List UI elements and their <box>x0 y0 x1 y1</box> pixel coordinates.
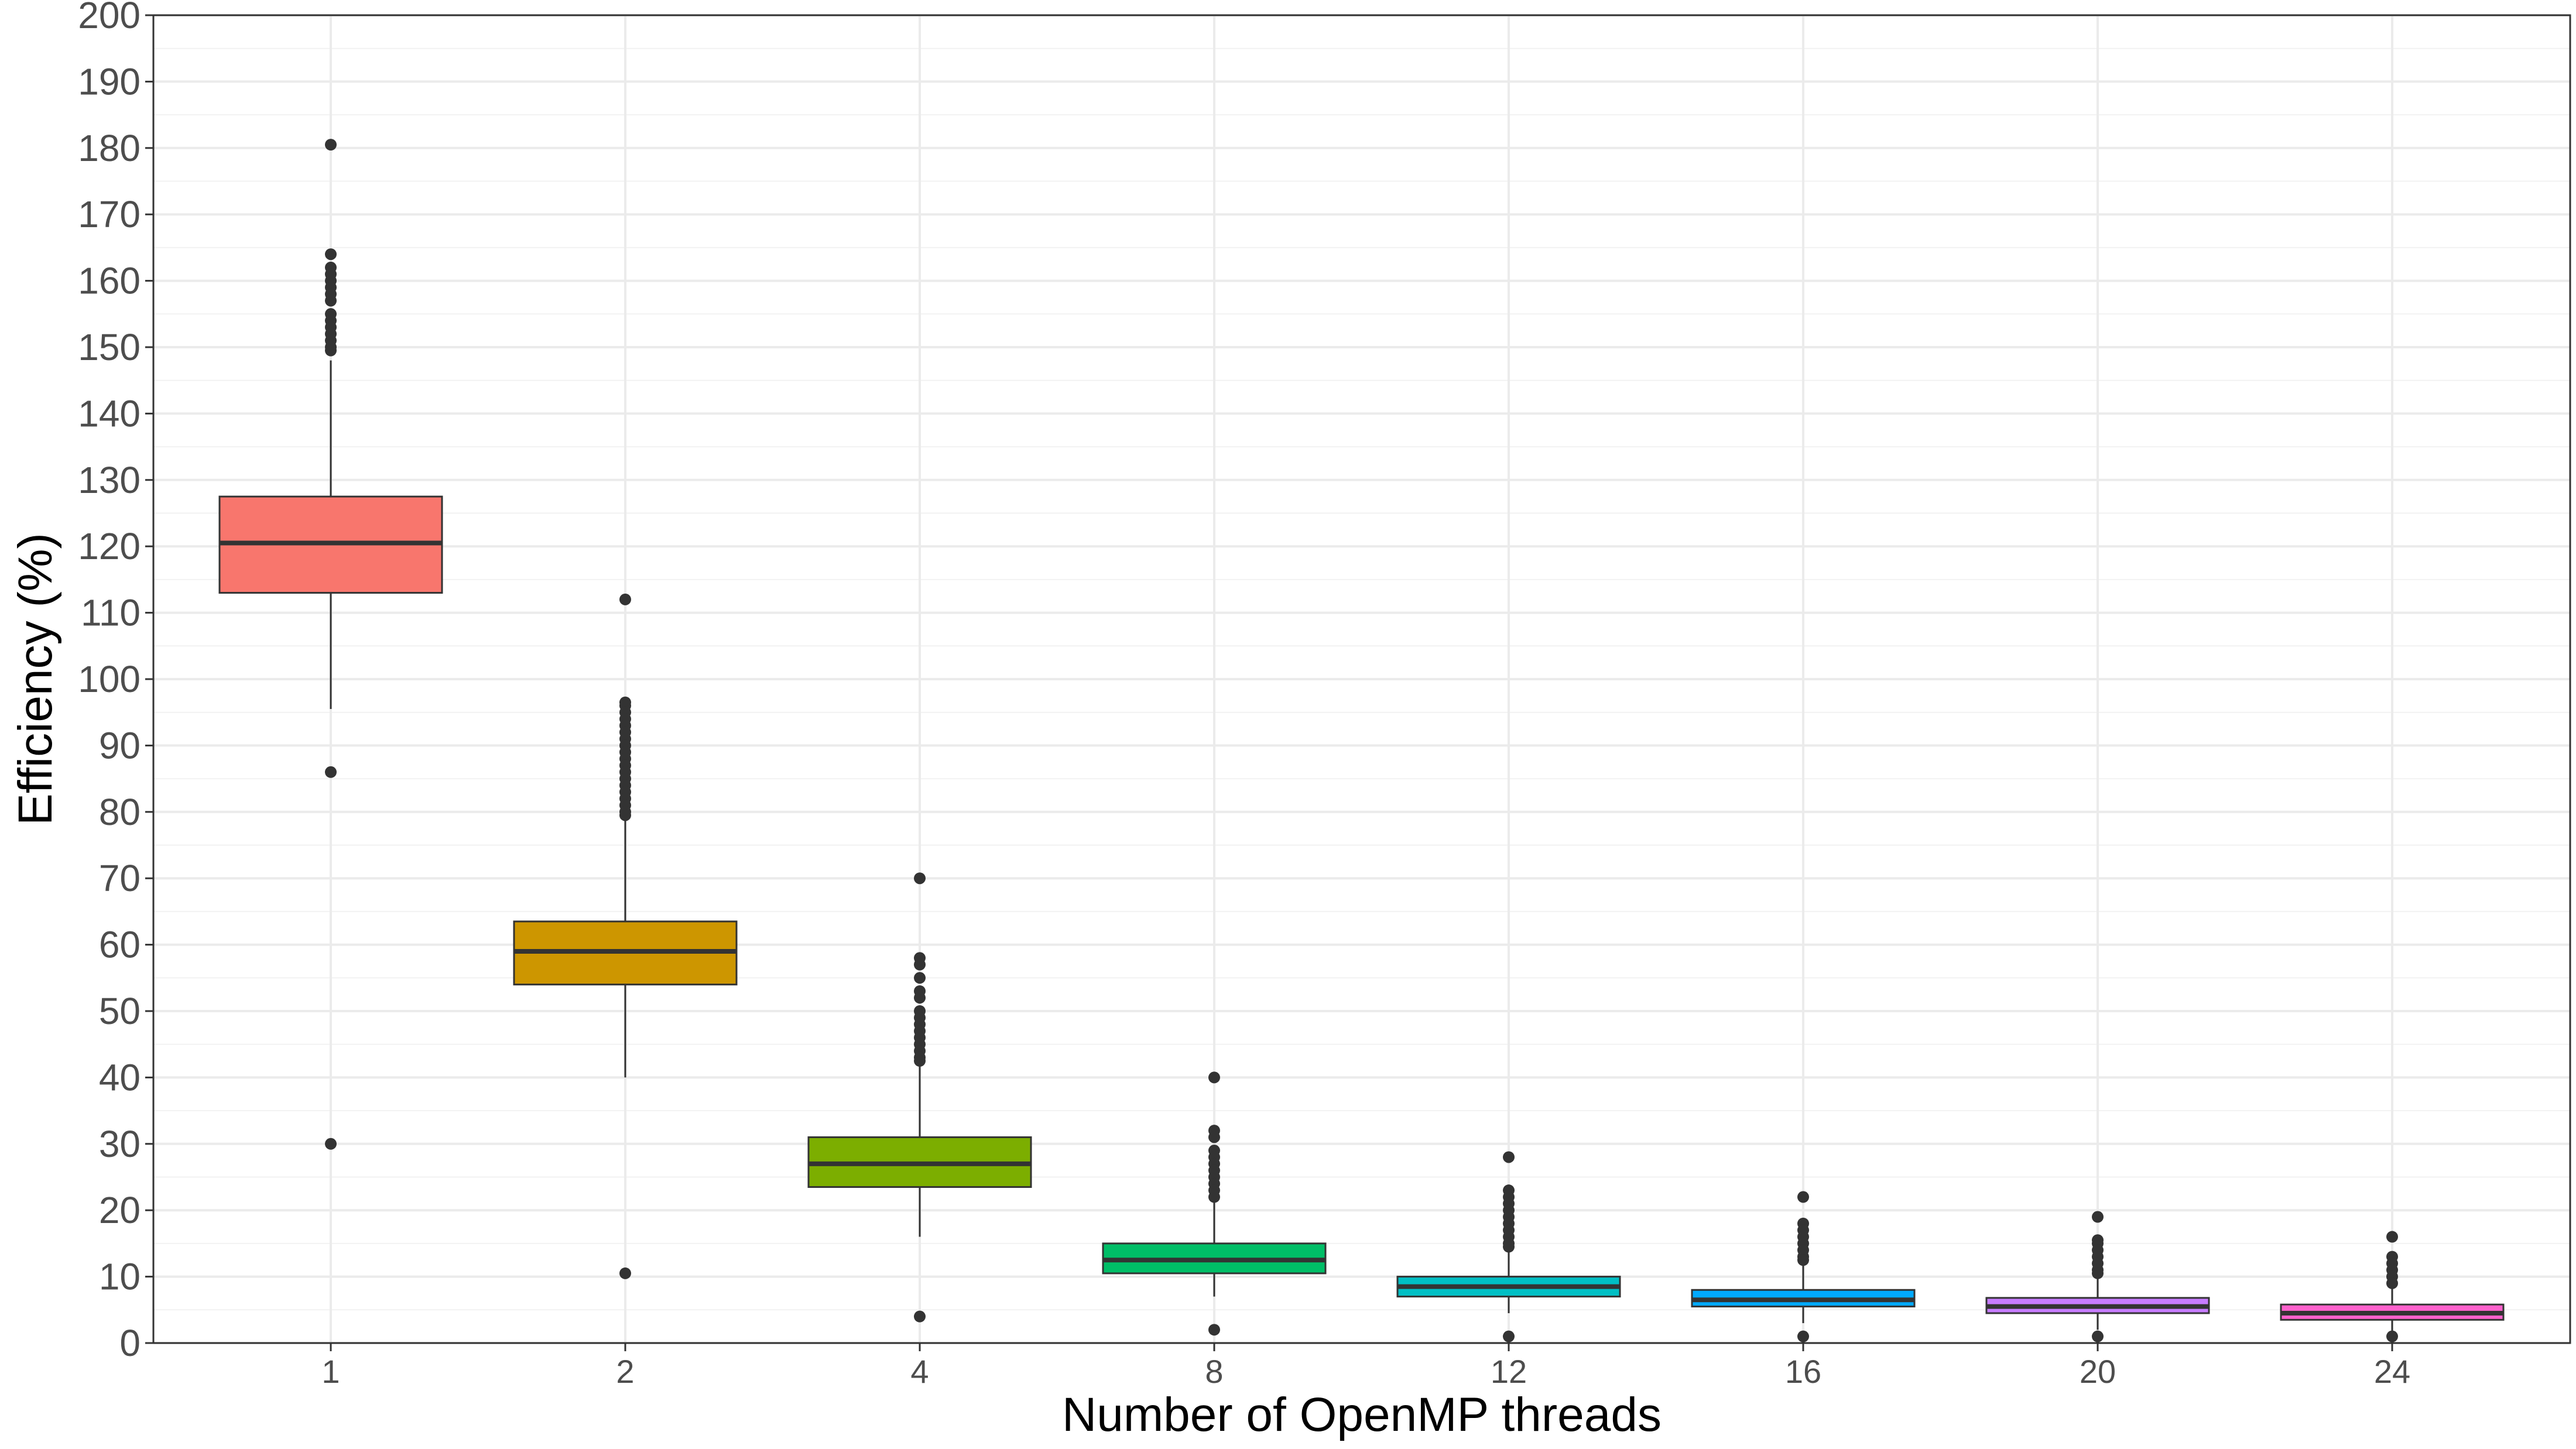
outlier-point <box>914 958 926 971</box>
outlier-point <box>2386 1330 2398 1342</box>
boxes <box>218 139 2505 1342</box>
outlier-point <box>914 1310 926 1323</box>
outlier-point <box>1208 1071 1220 1084</box>
y-tick-label: 70 <box>99 857 141 899</box>
y-tick-label: 20 <box>99 1189 141 1231</box>
outlier-point <box>619 593 631 605</box>
box-group-24 <box>2280 1231 2505 1342</box>
y-tick-label: 130 <box>78 459 141 501</box>
outlier-point <box>1797 1191 1809 1203</box>
x-tick-label: 12 <box>1491 1353 1527 1390</box>
outlier-point <box>1503 1330 1515 1342</box>
outlier-point <box>325 1138 337 1150</box>
outlier-point <box>1503 1151 1515 1163</box>
outlier-point <box>2092 1330 2104 1342</box>
box-group-12 <box>1396 1151 1621 1342</box>
x-tick-label: 20 <box>2080 1353 2116 1390</box>
outlier-point <box>914 872 926 885</box>
outlier-point <box>325 766 337 778</box>
x-axis-title: Number of OpenMP threads <box>1062 1388 1662 1441</box>
outlier-point <box>619 1267 631 1279</box>
outlier-point <box>2092 1267 2104 1279</box>
y-tick-label: 0 <box>119 1322 141 1364</box>
y-tick-label: 190 <box>78 60 141 102</box>
y-tick-label: 160 <box>78 260 141 302</box>
x-tick-label: 2 <box>616 1353 634 1390</box>
y-tick-label: 140 <box>78 392 141 434</box>
y-tick-label: 30 <box>99 1123 141 1165</box>
x-tick-label: 4 <box>910 1353 929 1390</box>
outlier-point <box>1797 1330 1809 1342</box>
y-tick-label: 200 <box>78 0 141 36</box>
y-tick-label: 120 <box>78 525 141 567</box>
y-tick-label: 170 <box>78 193 141 235</box>
y-tick-label: 80 <box>99 791 141 833</box>
outlier-point <box>325 344 337 357</box>
outlier-point <box>325 248 337 261</box>
outlier-point <box>2386 1231 2398 1243</box>
y-tick-label: 10 <box>99 1256 141 1298</box>
outlier-point <box>325 294 337 307</box>
outlier-point <box>1208 1191 1220 1203</box>
outlier-point <box>2092 1211 2104 1223</box>
outlier-point <box>619 809 631 821</box>
y-tick-label: 180 <box>78 127 141 169</box>
y-tick-label: 110 <box>81 592 141 634</box>
y-tick-label: 40 <box>99 1056 141 1098</box>
grid-lines <box>153 14 2570 1344</box>
outlier-point <box>1208 1324 1220 1336</box>
outlier-point <box>2386 1277 2398 1289</box>
outlier-point <box>914 1055 926 1067</box>
box-group-8 <box>1102 1071 1327 1336</box>
x-tick-label: 16 <box>1785 1353 1821 1390</box>
box-group-4 <box>807 872 1032 1323</box>
y-tick-label: 150 <box>78 326 141 368</box>
x-tick-label: 8 <box>1205 1353 1223 1390</box>
outlier-point <box>914 992 926 1004</box>
y-tick-label: 90 <box>99 724 141 766</box>
outlier-point <box>1797 1254 1809 1266</box>
outlier-point <box>325 139 337 151</box>
box-group-16 <box>1691 1191 1916 1342</box>
x-tick-label: 24 <box>2374 1353 2410 1390</box>
y-tick-label: 60 <box>99 924 141 966</box>
x-tick-label: 1 <box>321 1353 340 1390</box>
y-tick-label: 100 <box>78 658 141 700</box>
outlier-point <box>1208 1131 1220 1143</box>
outlier-point <box>1503 1241 1515 1253</box>
y-tick-label: 50 <box>99 990 141 1032</box>
box-group-1 <box>218 139 443 1150</box>
outlier-point <box>914 972 926 984</box>
axis-ticks: 0102030405060708090100110120130140150160… <box>78 0 2410 1390</box>
box-group-20 <box>1985 1211 2210 1342</box>
box-group-2 <box>513 593 738 1279</box>
y-axis-title: Efficiency (%) <box>9 533 62 825</box>
